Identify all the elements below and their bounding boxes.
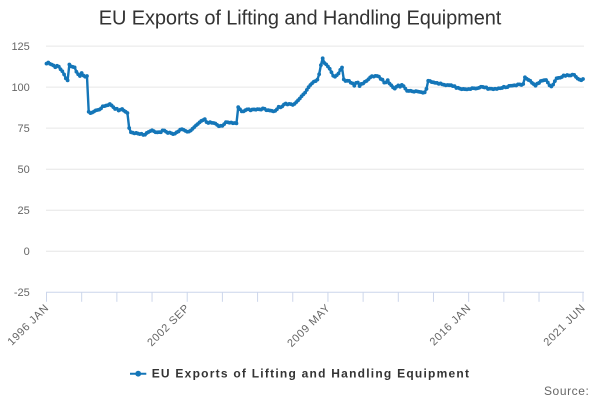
svg-text:75: 75 [18, 123, 30, 135]
svg-text:-25: -25 [14, 287, 30, 299]
svg-text:Source:: Source: [544, 384, 590, 398]
svg-text:25: 25 [18, 205, 30, 217]
svg-text:0: 0 [24, 246, 30, 258]
svg-text:EU Exports of Lifting and Hand: EU Exports of Lifting and Handling Equip… [152, 367, 471, 381]
svg-text:125: 125 [11, 41, 29, 53]
svg-text:100: 100 [11, 82, 29, 94]
svg-text:50: 50 [18, 164, 30, 176]
svg-text:EU Exports of Lifting and Hand: EU Exports of Lifting and Handling Equip… [99, 8, 502, 30]
